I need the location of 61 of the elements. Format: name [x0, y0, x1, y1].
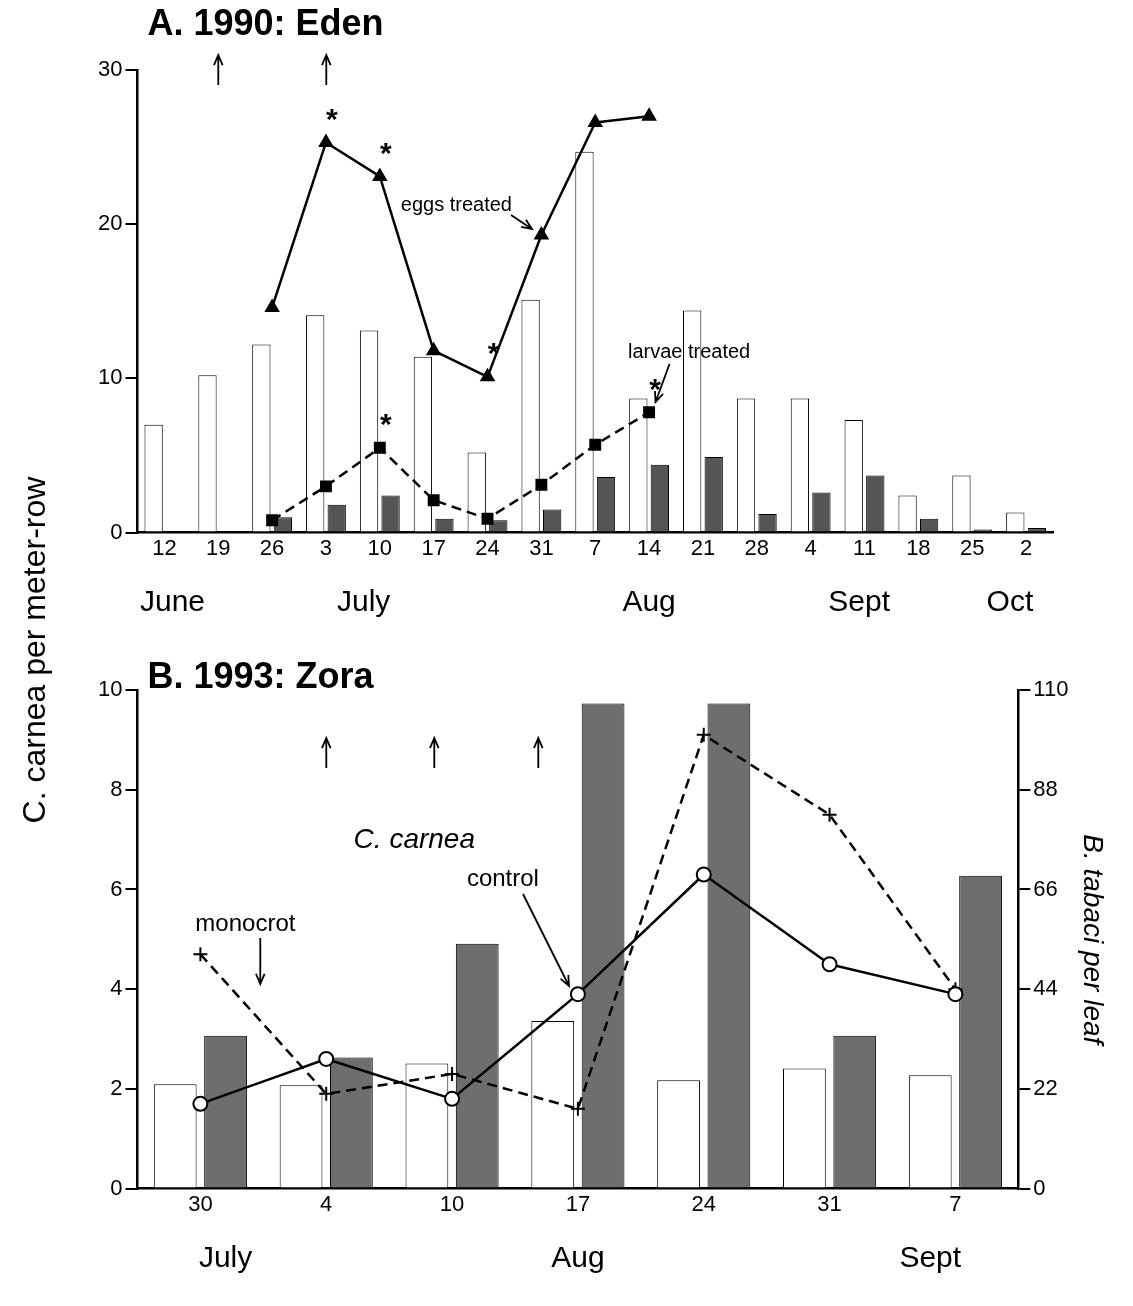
- y-tick-label: 20: [97, 210, 123, 236]
- text: June: [139, 583, 206, 617]
- annotation: *: [379, 407, 392, 441]
- chart-title: A. 1990: Eden: [147, 1, 384, 43]
- chart-title: B. 1993: Zora: [147, 654, 375, 696]
- x-tick-label: 4: [804, 534, 817, 560]
- annotation: *: [326, 101, 339, 135]
- text: Oct: [986, 583, 1034, 617]
- x-tick-label: 31: [817, 1190, 842, 1216]
- x-tick-label: 24: [475, 534, 500, 560]
- series-label: eggs treated: [400, 192, 512, 215]
- x-tick-label: 28: [744, 534, 770, 560]
- x-tick-label: 30: [188, 1190, 213, 1216]
- x-tick-label: 24: [691, 1190, 716, 1216]
- x-tick-label: 18: [906, 534, 931, 560]
- annotation: *: [379, 135, 392, 169]
- text: control: [466, 863, 539, 891]
- x-tick-label: 7: [589, 534, 602, 560]
- x-tick-label: 26: [259, 534, 285, 560]
- text: Aug: [622, 583, 676, 617]
- y2-tick-label: 44: [1033, 975, 1058, 1001]
- x-tick-label: 10: [439, 1190, 465, 1216]
- text: Sept: [828, 583, 891, 617]
- y2-axis-title: B. tabaci per leaf: [1078, 834, 1110, 1048]
- y-tick-label: 0: [110, 1174, 123, 1200]
- text: July: [336, 583, 391, 617]
- y-tick-label: 6: [110, 875, 123, 901]
- y-tick-label: 30: [97, 56, 123, 82]
- text: July: [198, 1239, 253, 1273]
- x-tick-label: 17: [565, 1190, 591, 1216]
- x-tick-label: 25: [959, 534, 985, 560]
- x-tick-label: 10: [367, 534, 393, 560]
- x-tick-label: 4: [320, 1190, 333, 1216]
- x-tick-label: 17: [421, 534, 446, 560]
- y2-tick-label: 110: [1033, 676, 1069, 702]
- y-tick-label: 0: [110, 518, 123, 544]
- y-tick-label: 4: [110, 975, 123, 1001]
- y-tick-label: 10: [97, 676, 123, 702]
- text: Aug: [551, 1239, 605, 1273]
- annotation: *: [649, 371, 662, 405]
- y-tick-label: 2: [110, 1074, 123, 1100]
- annotation: C. carnea: [353, 822, 476, 854]
- y2-tick-label: 22: [1033, 1074, 1058, 1100]
- x-tick-label: 3: [319, 534, 333, 560]
- text: Sept: [899, 1239, 962, 1273]
- x-tick-label: 11: [853, 534, 876, 560]
- x-tick-label: 31: [529, 534, 554, 560]
- series-label: monocrot: [195, 908, 296, 936]
- y-tick-label: 10: [97, 364, 123, 390]
- x-tick-label: 14: [636, 534, 662, 560]
- y-axis-title: C. carnea per meter-row: [15, 476, 53, 824]
- y2-tick-label: 66: [1033, 875, 1058, 901]
- x-tick-label: 12: [152, 534, 177, 560]
- x-tick-label: 19: [206, 534, 231, 560]
- y2-tick-label: 88: [1033, 775, 1058, 801]
- text: larvae treated: [627, 339, 751, 362]
- y2-tick-label: 0: [1033, 1174, 1046, 1200]
- x-tick-label: 2: [1019, 534, 1033, 560]
- y-tick-label: 8: [110, 775, 123, 801]
- x-tick-label: 7: [949, 1190, 962, 1216]
- x-tick-label: 21: [690, 534, 716, 560]
